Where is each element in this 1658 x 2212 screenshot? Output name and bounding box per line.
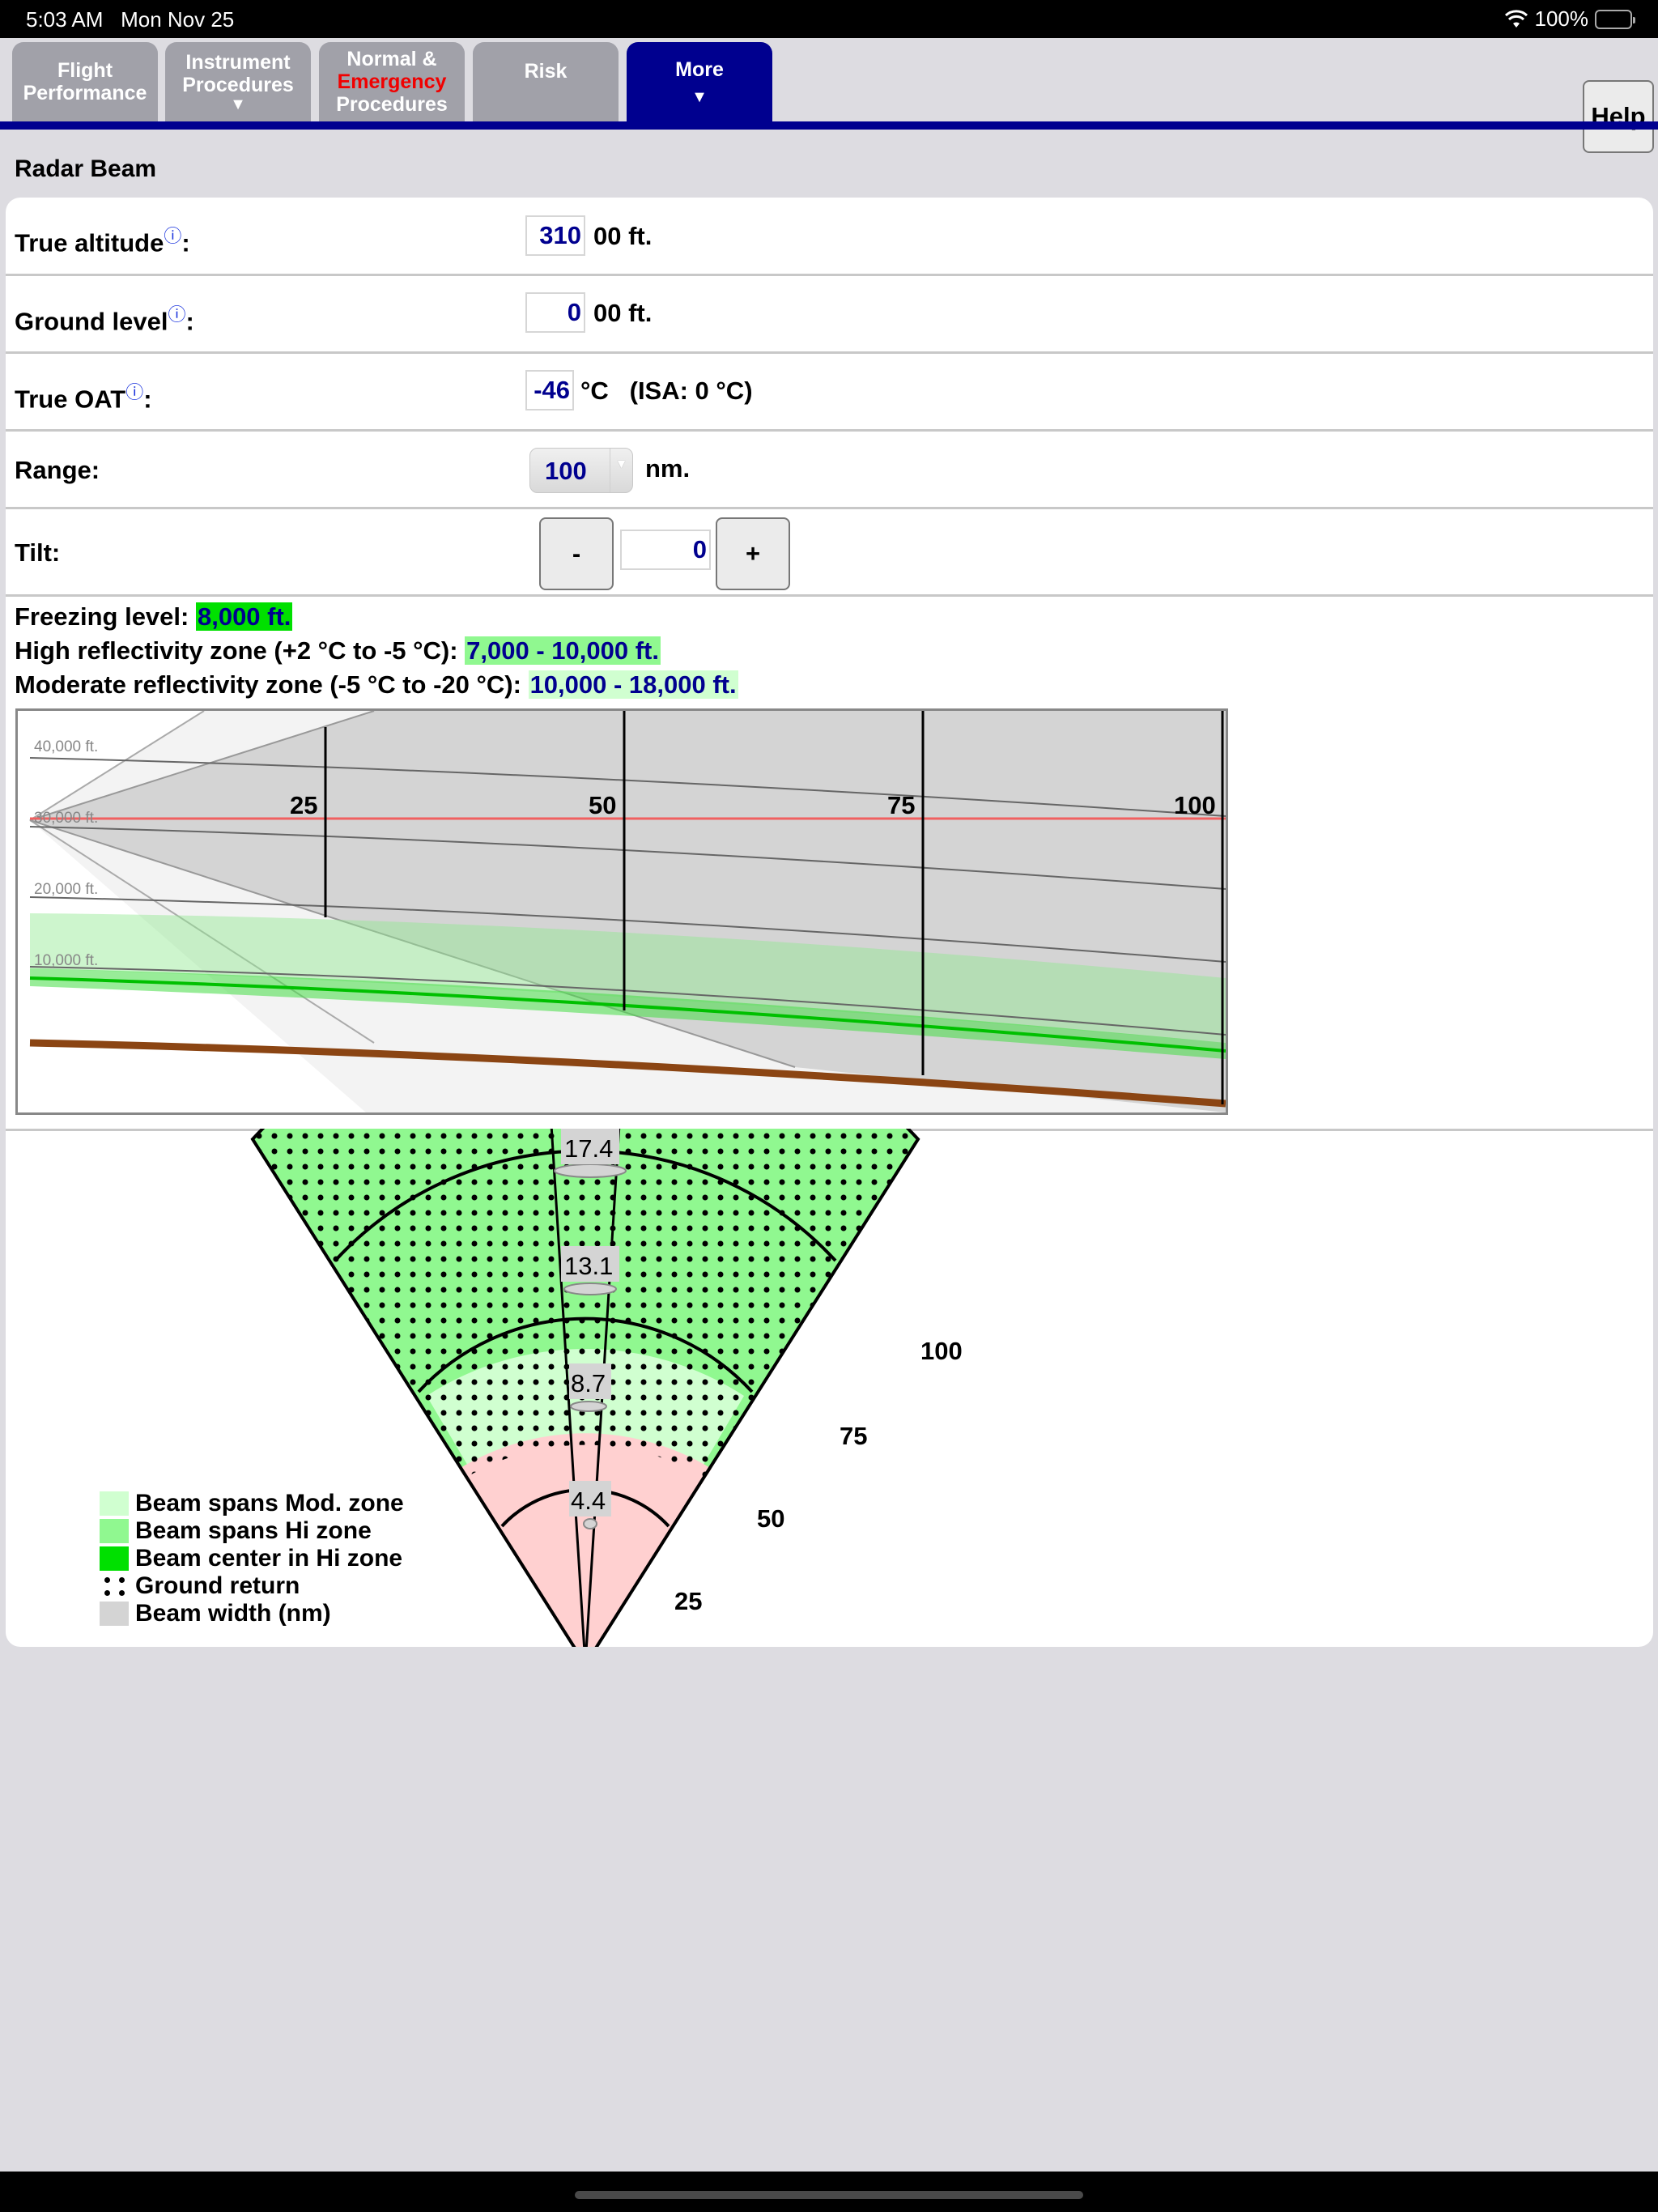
tilt-decrease-button[interactable]: - [539,517,614,590]
beam-width-75: 13.1 [564,1252,613,1280]
row-tilt: Tilt: - 0 + [6,509,1653,597]
range-tick-50: 50 [589,791,616,819]
info-icon[interactable]: ⓘ [125,382,144,402]
info-icon[interactable]: ⓘ [164,226,182,246]
moderate-reflectivity-value: 10,000 - 18,000 ft. [528,670,738,699]
range-tick-100: 100 [1174,791,1216,819]
main-card: True altitudeⓘ: 310 00 ft. Ground levelⓘ… [6,198,1653,1647]
page-title: Radar Beam [15,155,157,182]
swatch-mod-zone [100,1491,129,1516]
high-reflectivity-text: High reflectivity zone (+2 °C to -5 °C):… [15,636,661,665]
range-tick-25: 25 [290,791,317,819]
ring-label-50: 50 [757,1504,784,1533]
tab-flight-performance[interactable]: Flight Performance [12,42,158,121]
range-unit: nm. [645,454,691,483]
true-altitude-input[interactable]: 310 [525,215,585,256]
tab-risk[interactable]: Risk [473,42,619,121]
ring-label-25: 25 [674,1587,702,1615]
ground-level-unit: 00 ft. [593,299,653,327]
dropdown-arrow-icon: ▼ [230,96,246,113]
range-select[interactable]: 100 ▼ [529,448,633,493]
alt-label-40000: 40,000 ft. [34,738,98,755]
range-tick-75: 75 [887,791,915,819]
high-reflectivity-value: 7,000 - 10,000 ft. [465,636,661,665]
freezing-level-value: 8,000 ft. [195,602,293,631]
ground-level-input[interactable]: 0 [525,292,585,333]
row-true-altitude: True altitudeⓘ: 310 00 ft. [6,198,1653,276]
dots-icon [100,1574,129,1598]
moderate-reflectivity-text: Moderate reflectivity zone (-5 °C to -20… [15,670,738,699]
alt-label-10000: 10,000 ft. [34,952,98,969]
dropdown-arrow-icon: ▼ [691,88,708,106]
alt-label-20000: 20,000 ft. [34,881,98,898]
info-icon[interactable]: ⓘ [168,304,186,325]
beam-profile-chart: 25 50 75 100 40,000 ft. 30,000 ft. 20,00… [15,708,1228,1115]
ppi-legend: Beam spans Mod. zone Beam spans Hi zone … [100,1490,404,1627]
row-ground-level: Ground levelⓘ: 0 00 ft. [6,276,1653,354]
tab-underline [0,121,1658,130]
legend-item: Ground return [100,1572,404,1600]
freezing-level-text: Freezing level: 8,000 ft. [15,602,293,631]
tab-normal-emergency-procedures[interactable]: Normal & Emergency Procedures [319,42,465,121]
status-right: 100% [1504,6,1635,32]
true-altitude-unit: 00 ft. [593,222,653,250]
ring-label-75: 75 [840,1422,867,1450]
tab-more[interactable]: More ▼ [627,42,772,121]
tilt-increase-button[interactable]: + [716,517,790,590]
tilt-input[interactable]: 0 [620,530,711,570]
legend-item: Beam width (nm) [100,1600,404,1627]
true-oat-unit: °C (ISA: 0 °C) [580,376,753,405]
swatch-beam-width [100,1602,129,1626]
ring-label-100: 100 [920,1337,963,1365]
beam-width-50: 8.7 [571,1369,606,1397]
legend-item: Beam spans Mod. zone [100,1490,404,1517]
battery-icon [1595,9,1635,29]
row-range: Range: 100 ▼ nm. [6,432,1653,509]
tab-bar: Flight Performance Instrument Procedures ▼ … [0,38,1658,153]
swatch-center-hi [100,1546,129,1571]
beam-ppi-chart: 17.4 13.1 8.7 4.4 100 75 50 25 [250,1129,963,1647]
legend-item: Beam spans Hi zone [100,1517,404,1545]
row-true-oat: True OATⓘ: -46 °C (ISA: 0 °C) [6,354,1653,432]
alt-label-30000: 30,000 ft. [34,810,98,827]
tab-instrument-procedures[interactable]: Instrument Procedures ▼ [165,42,311,121]
beam-width-25: 4.4 [571,1487,606,1515]
home-indicator[interactable] [575,2191,1083,2199]
help-button[interactable]: Help [1583,80,1654,153]
home-indicator-bar [0,2172,1658,2212]
status-bar: 5:03 AM Mon Nov 25 100% [0,0,1658,38]
beam-width-100: 17.4 [564,1134,613,1163]
chevron-down-icon: ▼ [610,449,632,492]
legend-item: Beam center in Hi zone [100,1545,404,1572]
true-oat-input[interactable]: -46 [525,370,574,410]
wifi-icon [1504,9,1528,28]
status-time: 5:03 AM Mon Nov 25 [26,7,235,32]
battery-percent: 100% [1534,6,1589,31]
swatch-hi-zone [100,1519,129,1543]
